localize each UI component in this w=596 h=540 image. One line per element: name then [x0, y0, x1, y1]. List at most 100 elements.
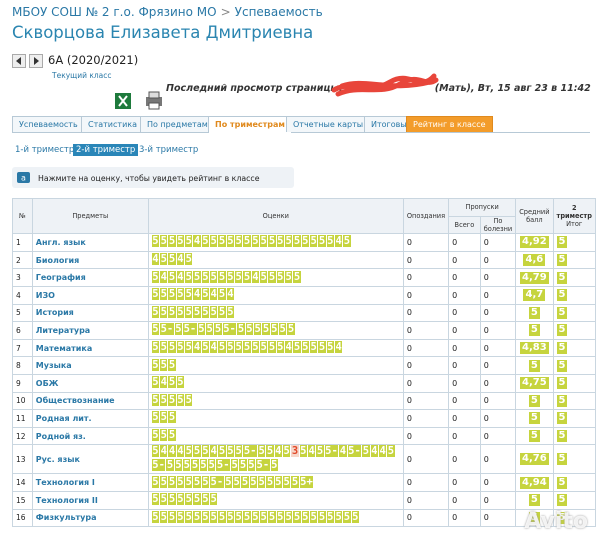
grade[interactable]: 5	[160, 288, 168, 301]
subject-link[interactable]: Технология II	[31, 490, 149, 510]
grade[interactable]: 5	[201, 341, 210, 354]
grade[interactable]: 5	[233, 475, 241, 488]
grade[interactable]: 5-	[256, 459, 270, 472]
grade[interactable]: 5	[151, 305, 160, 318]
grade[interactable]: 5	[362, 445, 370, 458]
grade[interactable]: 5	[185, 510, 193, 523]
grade[interactable]: 5	[201, 510, 210, 523]
grade[interactable]: 5	[262, 323, 270, 336]
subject-link[interactable]: История	[31, 303, 149, 323]
grade[interactable]: 5	[160, 393, 168, 406]
grade[interactable]: 5	[243, 270, 251, 283]
grade[interactable]: 5	[218, 305, 226, 318]
grade[interactable]: 5	[208, 459, 216, 472]
grade[interactable]: 5	[151, 393, 160, 406]
grade[interactable]: 5	[151, 475, 160, 488]
grade[interactable]: 5	[193, 445, 201, 458]
grade[interactable]: 5	[268, 510, 276, 523]
grade[interactable]: 5	[251, 510, 260, 523]
subject-link[interactable]: Рус. язык	[31, 444, 149, 475]
grade[interactable]: 5	[168, 510, 176, 523]
grade[interactable]: 5-	[216, 459, 231, 472]
grade[interactable]: 3	[291, 445, 299, 458]
grade[interactable]: 5	[235, 341, 243, 354]
grade[interactable]: 5	[241, 475, 249, 488]
subject-link[interactable]: ИЗО	[31, 285, 149, 305]
grade[interactable]: 5	[176, 305, 185, 318]
subject-link[interactable]: География	[31, 268, 149, 287]
grade[interactable]: 5	[185, 235, 193, 248]
grade[interactable]: 5	[283, 475, 291, 488]
grade[interactable]: 5	[168, 341, 176, 354]
grade[interactable]: 5-	[243, 445, 258, 458]
grade[interactable]: 5	[251, 341, 260, 354]
grade[interactable]: 5-	[324, 445, 339, 458]
subject-link[interactable]: Технология I	[31, 473, 149, 492]
grade[interactable]: 5	[176, 341, 185, 354]
term-tab[interactable]: 3-й триместр	[139, 145, 199, 155]
grade[interactable]: 5	[301, 341, 309, 354]
grade[interactable]: 5	[301, 510, 309, 523]
grade[interactable]: 5	[193, 305, 201, 318]
grade[interactable]: 5	[201, 235, 210, 248]
excel-icon[interactable]	[114, 92, 132, 110]
grade[interactable]: 5	[270, 323, 278, 336]
grade[interactable]: 5	[168, 376, 176, 389]
grade[interactable]: 5	[260, 341, 268, 354]
grade[interactable]: 4	[176, 270, 185, 283]
grade[interactable]: 5	[309, 341, 318, 354]
grade[interactable]: 5	[318, 235, 326, 248]
grade[interactable]: 5	[218, 270, 226, 283]
grade[interactable]: 5	[218, 445, 226, 458]
subject-link[interactable]: ОБЖ	[31, 373, 149, 393]
grade[interactable]: 5	[151, 235, 160, 248]
grade[interactable]: 5	[210, 235, 218, 248]
grade[interactable]: 5	[218, 235, 226, 248]
grade[interactable]: 5	[199, 459, 208, 472]
grade[interactable]: 5	[285, 235, 293, 248]
grade[interactable]: 4	[193, 288, 201, 301]
tab[interactable]: По предметам	[140, 116, 215, 132]
tab[interactable]: По триместрам	[208, 116, 292, 133]
grade[interactable]: 5-	[183, 323, 197, 336]
grade[interactable]: 5	[268, 270, 276, 283]
grade[interactable]: 4	[334, 341, 343, 354]
grade[interactable]: 5	[266, 445, 274, 458]
grade[interactable]: 5	[160, 358, 168, 371]
grade[interactable]: 5	[176, 288, 185, 301]
subject-link[interactable]: Физкультура	[31, 508, 149, 528]
grade[interactable]: 5	[285, 270, 293, 283]
grade[interactable]: 5	[247, 459, 256, 472]
grade[interactable]: 5	[218, 510, 226, 523]
grade[interactable]: 5	[201, 475, 210, 488]
grade[interactable]: 4	[168, 445, 176, 458]
grade[interactable]: 5	[160, 235, 168, 248]
grade[interactable]: 5	[197, 323, 206, 336]
grade[interactable]: 5	[274, 475, 282, 488]
grade[interactable]: 5	[231, 459, 239, 472]
grade[interactable]: 5	[151, 341, 160, 354]
grade[interactable]: 5-	[347, 445, 362, 458]
grade[interactable]: 5	[168, 305, 176, 318]
section-link[interactable]: Успеваемость	[234, 5, 323, 19]
grade[interactable]: 5	[239, 459, 247, 472]
grade[interactable]: 5	[218, 288, 226, 301]
grade[interactable]: 5	[251, 235, 260, 248]
grade[interactable]: 5	[326, 510, 334, 523]
grade[interactable]: 5	[176, 510, 185, 523]
grade[interactable]: 5	[387, 445, 395, 458]
grade[interactable]: 5	[160, 305, 168, 318]
grade[interactable]: 4	[176, 445, 185, 458]
grade[interactable]: 5	[168, 411, 176, 424]
grade[interactable]: 5	[168, 393, 176, 406]
grade[interactable]: 5	[235, 445, 243, 458]
tab[interactable]: Успеваемость	[12, 116, 85, 132]
grade[interactable]: 5	[285, 510, 293, 523]
grade[interactable]: 5	[151, 510, 160, 523]
grade[interactable]: 4	[210, 445, 218, 458]
grade[interactable]: 5	[185, 493, 193, 506]
grade[interactable]: 5	[168, 429, 176, 442]
subject-link[interactable]: Родная лит.	[31, 409, 149, 428]
grade[interactable]: 5	[151, 270, 160, 283]
grade[interactable]: 4	[285, 341, 293, 354]
